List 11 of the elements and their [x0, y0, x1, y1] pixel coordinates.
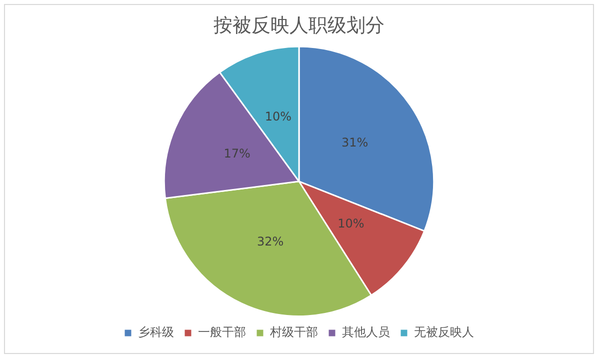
chart-title: 按被反映人职级划分: [214, 14, 384, 36]
legend-label: 一般干部: [198, 325, 246, 340]
data-label: 32%: [256, 234, 284, 249]
data-label: 17%: [224, 146, 250, 161]
legend-label: 村级干部: [269, 325, 318, 340]
legend-label: 无被反映人: [414, 325, 474, 340]
data-label: 10%: [338, 216, 364, 231]
legend-label: 乡科级: [138, 325, 174, 340]
data-label: 31%: [341, 136, 368, 150]
legend-label: 其他人员: [342, 325, 390, 340]
data-label: 10%: [264, 109, 292, 124]
